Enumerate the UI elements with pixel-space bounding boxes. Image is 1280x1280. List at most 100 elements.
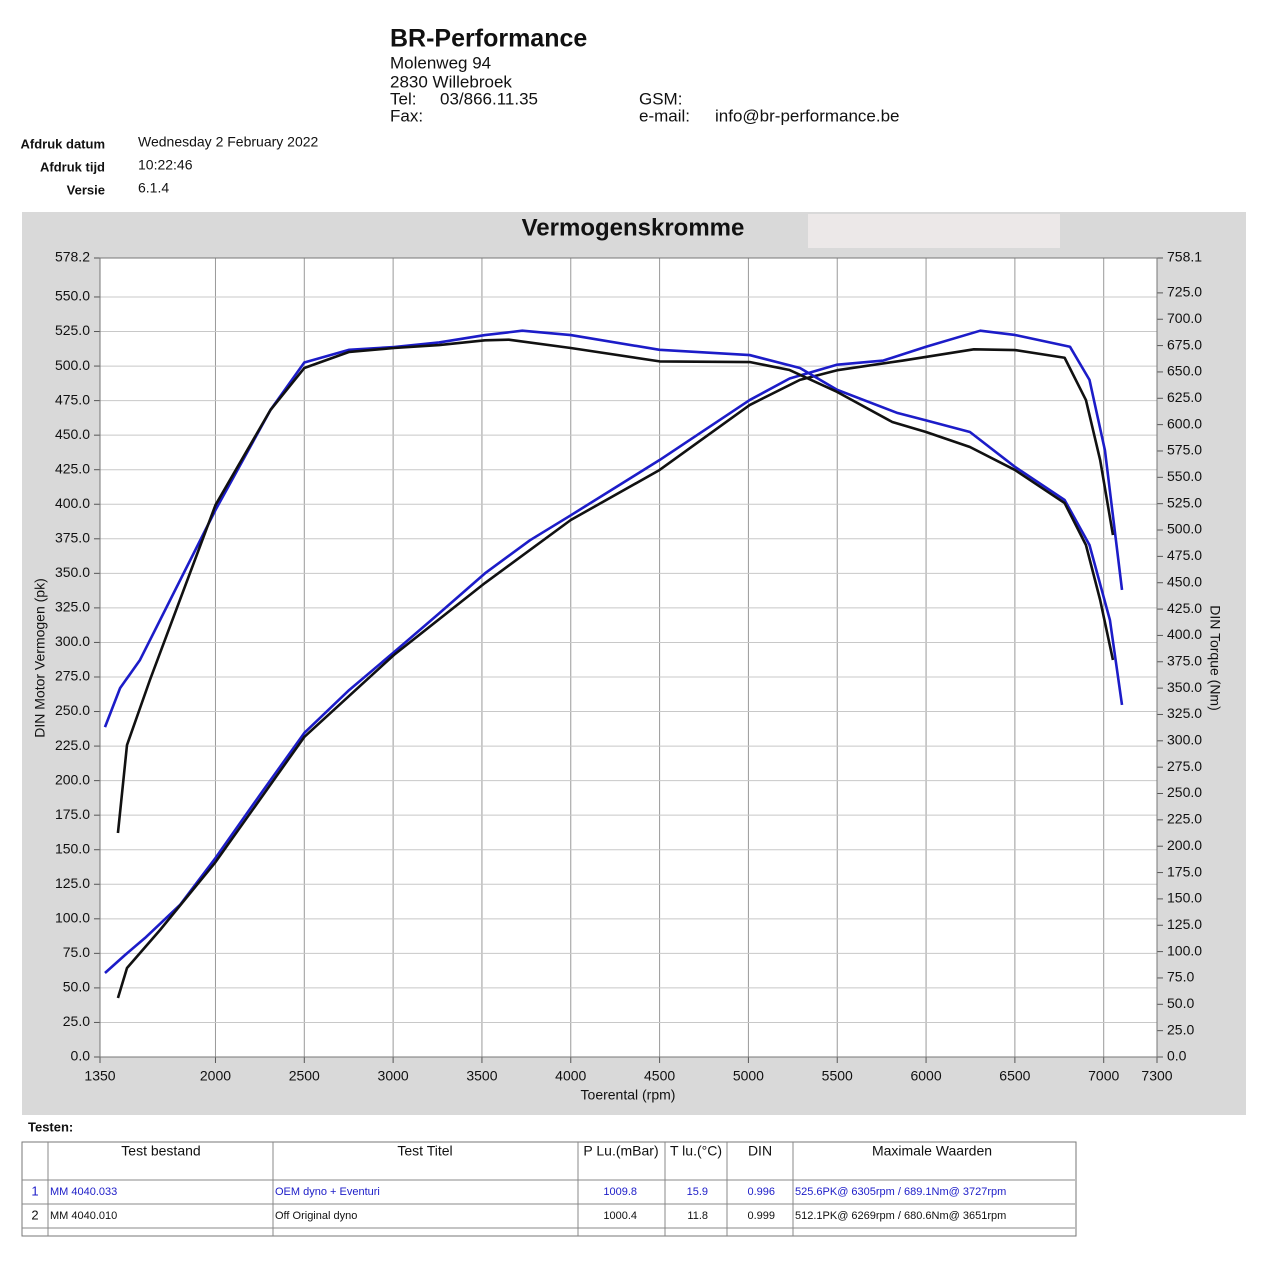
x-tick-label: 5500 [822,1068,853,1084]
y-tick-label: 325.0 [55,599,90,615]
table-cell: 0.999 [747,1210,775,1222]
tests-table [21,1141,1077,1237]
column-header: DIN [748,1143,772,1159]
y-tick-label: 225.0 [55,737,90,753]
y-tick-label: 75.0 [63,944,90,960]
address-line: 2830 Willebroek [390,72,512,91]
x-tick-label: 3500 [466,1068,497,1084]
y2-tick-label: 625.0 [1167,389,1202,405]
x-tick-label: 4500 [644,1068,675,1084]
series-line [116,348,1115,999]
y-tick-label: 25.0 [63,1013,90,1029]
print-label: Afdruk tijd [40,159,105,174]
y-tick-label: 475.0 [55,391,90,407]
table-cell: 1000.4 [603,1210,637,1222]
y-tick-label: 175.0 [55,806,90,822]
table-cell: Off Original dyno [275,1210,357,1222]
print-label: Afdruk datum [21,136,106,151]
y2-tick-label: 75.0 [1167,969,1194,985]
print-value: 10:22:46 [138,157,193,173]
tests-title: Testen: [28,1119,73,1134]
y2-tick-label: 700.0 [1167,310,1202,326]
y2-axis-label: DIN Torque (Nm) [1207,605,1223,711]
y2-tick-label: 275.0 [1167,758,1202,774]
x-tick-label: 7300 [1141,1068,1172,1084]
y-tick-label: 250.0 [55,702,90,718]
x-tick-label: 3000 [378,1068,409,1084]
x-tick-label: 4000 [555,1068,586,1084]
y2-tick-label: 500.0 [1167,521,1202,537]
y2-tick-label: 400.0 [1167,626,1202,642]
table-cell: 15.9 [687,1186,708,1198]
y2-tick-label: 125.0 [1167,916,1202,932]
y2-tick-label: 0.0 [1167,1048,1187,1064]
series-line [116,338,1115,834]
tel-label: Tel: [390,89,416,108]
table-cell: 2 [31,1207,38,1222]
series-line [104,329,1124,974]
email: info@br-performance.be [715,106,900,125]
y-tick-label: 275.0 [55,668,90,684]
table-cell: OEM dyno + Eventuri [275,1186,380,1198]
y-tick-label: 578.2 [55,249,90,265]
table-cell: 1009.8 [603,1186,637,1198]
y2-tick-label: 475.0 [1167,547,1202,563]
y-tick-label: 525.0 [55,322,90,338]
y-tick-label: 425.0 [55,460,90,476]
fax-label: Fax: [390,106,423,125]
x-tick-label: 7000 [1088,1068,1119,1084]
y2-tick-label: 200.0 [1167,837,1202,853]
x-tick-label: 6000 [910,1068,941,1084]
y2-tick-label: 175.0 [1167,863,1202,879]
email-label: e-mail: [639,106,690,125]
y2-tick-label: 550.0 [1167,468,1202,484]
table-cell: 1 [31,1183,38,1198]
y2-tick-label: 225.0 [1167,811,1202,827]
y2-tick-label: 375.0 [1167,652,1202,668]
y-axis-label: DIN Motor Vermogen (pk) [32,578,48,738]
y-tick-label: 500.0 [55,357,90,373]
y-tick-label: 150.0 [55,840,90,856]
y-tick-label: 400.0 [55,495,90,511]
y-tick-label: 550.0 [55,288,90,304]
table-cell: MM 4040.033 [50,1186,117,1198]
column-header: P Lu.(mBar) [583,1143,658,1159]
y2-tick-label: 425.0 [1167,600,1202,616]
print-value: 6.1.4 [138,180,169,196]
address-line: Molenweg 94 [390,53,491,72]
y-tick-label: 300.0 [55,633,90,649]
y2-tick-label: 725.0 [1167,284,1202,300]
x-tick-label: 1350 [84,1068,115,1084]
y-tick-label: 200.0 [55,771,90,787]
tel: 03/866.11.35 [440,89,538,108]
y2-tick-label: 650.0 [1167,363,1202,379]
x-tick-label: 2500 [289,1068,320,1084]
x-axis-label: Toerental (rpm) [581,1087,676,1103]
y2-tick-label: 250.0 [1167,784,1202,800]
y-tick-label: 375.0 [55,530,90,546]
y2-tick-label: 300.0 [1167,732,1202,748]
title-box [808,214,1060,248]
y-tick-label: 100.0 [55,910,90,926]
gsm-label: GSM: [639,89,682,108]
print-value: Wednesday 2 February 2022 [138,134,319,150]
y2-tick-label: 575.0 [1167,442,1202,458]
x-tick-label: 5000 [733,1068,764,1084]
y-tick-label: 125.0 [55,875,90,891]
y2-tick-label: 675.0 [1167,336,1202,352]
table-cell: MM 4040.010 [50,1210,117,1222]
y2-tick-label: 50.0 [1167,995,1194,1011]
y2-tick-label: 758.1 [1167,249,1202,265]
y2-tick-label: 525.0 [1167,494,1202,510]
x-tick-label: 6500 [999,1068,1030,1084]
y-tick-label: 0.0 [71,1048,91,1064]
y2-tick-label: 450.0 [1167,573,1202,589]
table-cell: 11.8 [687,1210,708,1222]
table-cell: 0.996 [747,1186,775,1198]
y-tick-label: 450.0 [55,426,90,442]
company-title: BR-Performance [390,25,587,53]
y2-tick-label: 600.0 [1167,415,1202,431]
chart-title: Vermogenskromme [522,214,745,241]
